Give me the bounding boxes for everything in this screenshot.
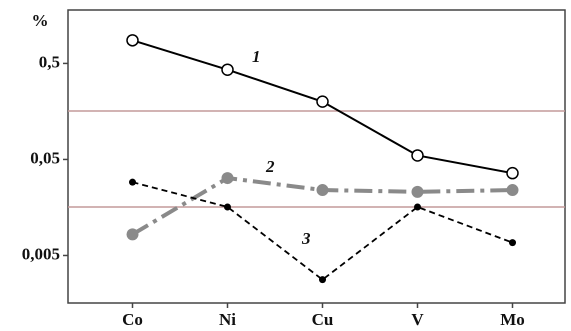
data-point [126,228,139,241]
y-tick-label: 0,05 [30,148,60,167]
x-tick-label: Co [122,310,143,329]
x-tick-label: Ni [219,310,236,329]
data-point [509,239,516,247]
data-point [221,63,234,76]
data-point [126,34,139,47]
plot-frame [67,9,566,304]
data-point [414,203,421,211]
data-point [319,276,326,284]
y-axis-label: % [32,11,49,30]
data-point [316,95,329,108]
data-point [221,172,234,185]
x-tick-label: V [411,310,424,329]
y-tick-label: 0,005 [22,244,60,263]
data-point [411,149,424,162]
x-tick-label: Cu [312,310,334,329]
data-point [506,166,519,180]
data-point [224,203,231,211]
series-label: 1 [252,47,261,66]
series-label: 3 [301,229,311,248]
data-point [506,184,519,197]
series-label: 2 [265,157,275,176]
data-point [129,178,136,186]
x-tick-label: Mo [500,310,525,329]
series-line [132,181,513,281]
data-point [316,184,329,197]
y-tick-label: 0,5 [39,52,60,71]
data-point [411,185,424,198]
